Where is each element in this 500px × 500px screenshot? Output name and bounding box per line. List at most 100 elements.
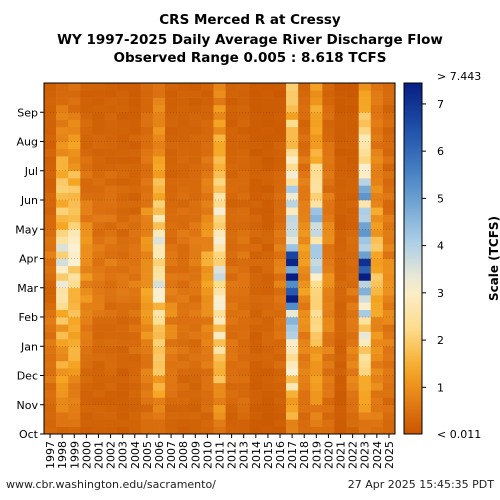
heatmap-cell: [310, 185, 323, 193]
heatmap-cell: [310, 258, 323, 267]
heatmap-cell: [68, 148, 81, 157]
heatmap-cell: [322, 163, 335, 172]
heatmap-cell: [201, 192, 214, 201]
heatmap-cell: [322, 426, 335, 435]
heatmap-cell: [104, 214, 117, 223]
heatmap-cell: [80, 258, 93, 267]
heatmap-cell: [273, 221, 287, 230]
heatmap-cell: [92, 163, 105, 172]
heatmap-cell: [237, 185, 251, 193]
heatmap-cell: [310, 214, 323, 223]
heatmap-cell: [358, 119, 372, 128]
heatmap-cell: [128, 104, 142, 113]
y-tick-label: Oct: [19, 428, 39, 441]
heatmap-cell: [92, 221, 105, 230]
heatmap-cell: [92, 170, 105, 179]
heatmap-cell: [273, 156, 287, 164]
heatmap-cell: [370, 126, 384, 135]
heatmap-cell: [201, 324, 214, 332]
heatmap-cell: [116, 141, 130, 150]
heatmap-cell: [370, 309, 384, 318]
heatmap-cell: [165, 97, 178, 106]
heatmap-cell: [44, 382, 57, 391]
heatmap-cell: [237, 273, 251, 281]
heatmap-cell: [56, 390, 69, 398]
heatmap-cell: [68, 360, 81, 369]
heatmap-cell: [44, 426, 57, 435]
heatmap-cell: [92, 156, 105, 164]
heatmap-cell: [92, 185, 105, 193]
heatmap-cell: [225, 404, 238, 413]
x-tick-label: 2020: [322, 441, 335, 469]
heatmap-cell: [261, 192, 275, 201]
heatmap-cell: [104, 119, 117, 128]
y-tick-label: Feb: [19, 311, 38, 324]
heatmap-cell: [322, 148, 335, 157]
heatmap-cell: [225, 192, 238, 201]
heatmap-cell: [44, 404, 57, 413]
heatmap-cell: [346, 156, 359, 164]
heatmap-cell: [322, 375, 335, 384]
heatmap-cell: [298, 170, 311, 179]
heatmap-cell: [116, 90, 130, 98]
heatmap-cell: [298, 368, 311, 376]
heatmap-cell: [358, 112, 372, 120]
heatmap-cell: [44, 302, 57, 310]
source-url[interactable]: www.cbr.washington.edu/sacramento/: [6, 478, 216, 491]
heatmap-cell: [358, 141, 372, 150]
heatmap-cell: [56, 404, 69, 413]
heatmap-cell: [346, 382, 359, 391]
heatmap-cell: [286, 185, 299, 193]
heatmap-cell: [334, 83, 347, 91]
heatmap-cell: [382, 200, 396, 208]
heatmap-cell: [56, 382, 69, 391]
heatmap-cell: [56, 375, 69, 384]
heatmap-cell: [152, 229, 166, 237]
heatmap-cell: [298, 251, 311, 259]
x-tick-label: 2010: [201, 441, 214, 469]
heatmap-cell: [44, 119, 57, 128]
heatmap-cell: [165, 148, 178, 157]
heatmap-cell: [358, 251, 372, 259]
heatmap-cell: [165, 126, 178, 135]
heatmap-cell: [322, 338, 335, 347]
heatmap-cell: [104, 280, 117, 289]
heatmap-cell: [370, 112, 384, 120]
heatmap-cell: [310, 375, 323, 384]
heatmap-cell: [201, 229, 214, 237]
heatmap-cell: [104, 170, 117, 179]
heatmap-cell: [382, 134, 396, 142]
heatmap-cell: [334, 397, 347, 406]
heatmap-cell: [80, 302, 93, 310]
heatmap-cell: [298, 207, 311, 215]
heatmap-cell: [44, 170, 57, 179]
heatmap-cell: [273, 170, 287, 179]
heatmap-cell: [213, 346, 226, 354]
heatmap-cell: [298, 412, 311, 420]
y-tick-label: Aug: [17, 136, 38, 149]
heatmap-cell: [322, 295, 335, 303]
heatmap-cell: [213, 368, 226, 376]
heatmap-cell: [370, 397, 384, 406]
heatmap-cell: [261, 382, 275, 391]
heatmap-cell: [128, 90, 142, 98]
heatmap-cell: [382, 280, 396, 289]
heatmap-cell: [273, 302, 287, 310]
heatmap-cell: [237, 265, 251, 274]
x-tick-label: 2016: [274, 441, 287, 469]
heatmap-cell: [382, 295, 396, 303]
heatmap-cell: [177, 368, 190, 376]
heatmap-cell: [189, 338, 202, 347]
heatmap-cell: [189, 134, 202, 142]
heatmap-cell: [298, 126, 311, 135]
heatmap-cell: [286, 317, 299, 325]
heatmap-cell: [346, 112, 359, 120]
heatmap-cell: [92, 134, 105, 142]
heatmap-cell: [261, 273, 275, 281]
heatmap-cell: [104, 317, 117, 325]
heatmap-cell: [261, 83, 275, 91]
heatmap-cell: [165, 141, 178, 150]
heatmap-cell: [346, 104, 359, 113]
heatmap-cell: [140, 258, 154, 267]
heatmap-cell: [177, 331, 190, 340]
